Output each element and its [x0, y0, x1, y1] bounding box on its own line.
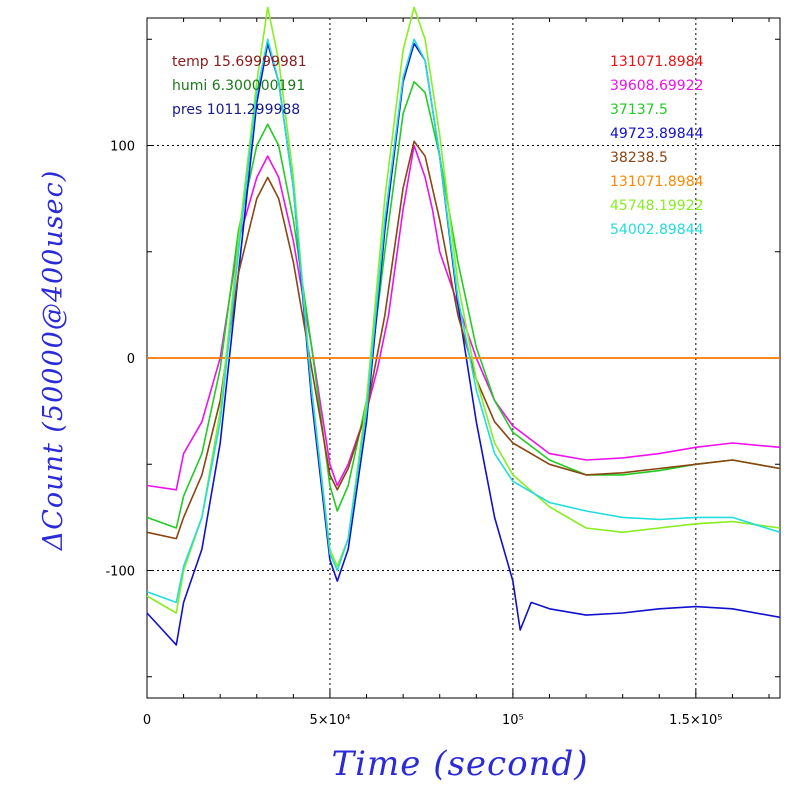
series-legend-entry: 38238.5	[610, 150, 668, 166]
env-legend-entry: temp 15.69999981	[172, 54, 307, 70]
y-tick-label: 0	[127, 352, 135, 367]
series-legend-entry: 37137.5	[610, 102, 668, 118]
series-legend-entry: 131071.8984	[610, 174, 704, 190]
y-axis-label: ΔCount (50000@400usec)	[38, 170, 69, 551]
series-line	[146, 140, 781, 540]
series-group	[146, 6, 781, 646]
series-line	[146, 38, 781, 604]
x-tick-label: 10⁵	[502, 713, 524, 728]
env-legend-entry: humi 6.300000191	[172, 78, 305, 94]
series-legend-entry: 131071.8984	[610, 54, 704, 70]
x-tick-label: 5×10⁴	[309, 713, 350, 728]
x-axis-label: Time (second)	[332, 744, 589, 784]
tick-labels: 0 5×10⁴ 10⁵ 1.5×10⁵ 100 0 -100	[105, 140, 722, 729]
series-line	[146, 6, 781, 614]
x-tick-label: 1.5×10⁵	[669, 713, 722, 728]
series-legend-entry: 54002.89844	[610, 222, 704, 238]
y-tick-label: 100	[110, 140, 135, 155]
series-legend-entry: 49723.89844	[610, 126, 704, 142]
x-tick-label: 0	[143, 713, 151, 728]
y-tick-label: -100	[105, 565, 135, 580]
series-legend-entry: 39608.69922	[610, 78, 704, 94]
legend: temp 15.69999981 humi 6.300000191 pres 101…	[172, 54, 704, 238]
env-legend-entry: pres 1011.299988	[172, 102, 300, 118]
series-legend-entry: 45748.19922	[610, 198, 704, 214]
